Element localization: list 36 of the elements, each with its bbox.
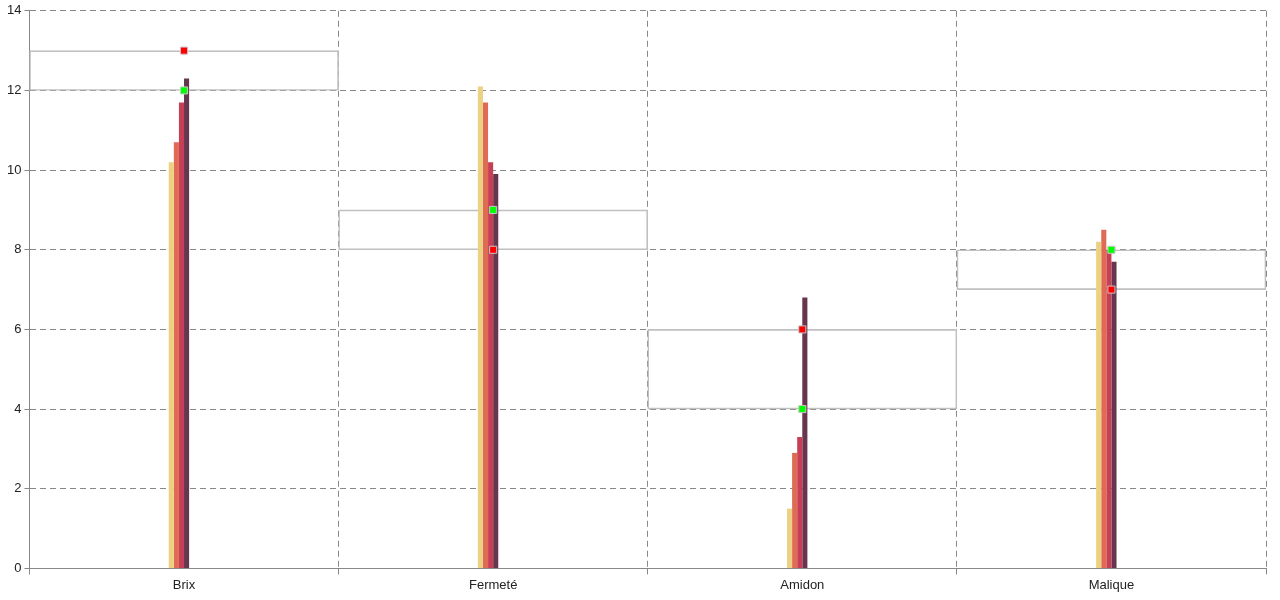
point [489, 205, 498, 214]
bar [1096, 241, 1102, 568]
point [1107, 285, 1116, 294]
point [1107, 245, 1116, 254]
bar [482, 102, 489, 568]
point [179, 86, 189, 95]
x-tick-label: Amidon [780, 576, 825, 592]
point [798, 325, 807, 334]
bar [178, 102, 185, 568]
bar [802, 297, 808, 568]
bar [184, 78, 190, 568]
y-tick-label: 12 [6, 82, 22, 98]
y-tick-label: 14 [6, 2, 22, 18]
bar [797, 436, 803, 568]
bar [488, 162, 494, 568]
y-tick-label: 6 [14, 321, 22, 337]
y-tick-label: 2 [14, 480, 22, 496]
bar [493, 174, 499, 568]
bar [792, 452, 798, 568]
x-tick-label: Malique [1088, 576, 1135, 592]
point [798, 405, 807, 414]
x-tick-label: Brix [172, 576, 196, 592]
bar [168, 162, 174, 568]
bar [477, 86, 483, 568]
bar [1101, 229, 1107, 568]
y-tick-label: 4 [14, 400, 22, 416]
bar [173, 142, 179, 568]
point [489, 245, 498, 254]
bar [787, 508, 793, 568]
x-tick-label: Fermeté [468, 576, 518, 592]
y-tick-label: 8 [14, 241, 22, 257]
point [179, 46, 189, 55]
bar [1111, 261, 1117, 568]
bar [1106, 249, 1112, 568]
y-tick-label: 10 [6, 161, 22, 177]
y-tick-label: 0 [14, 559, 22, 575]
